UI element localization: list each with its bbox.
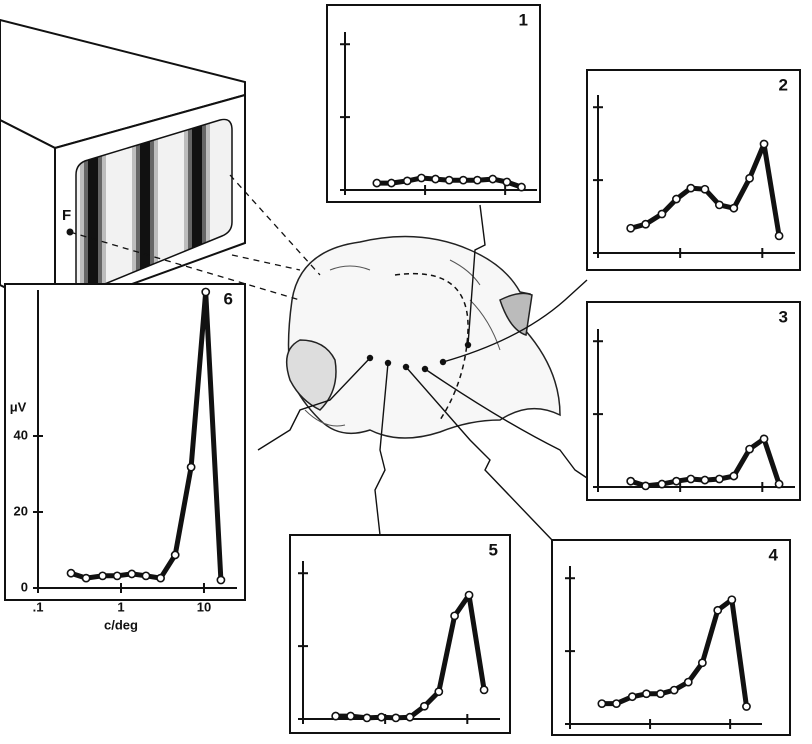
data-point (713, 605, 723, 615)
data-point (464, 590, 474, 600)
data-point (745, 444, 754, 454)
data-point (714, 200, 724, 210)
chart-panel: 4 (551, 539, 791, 736)
data-point (686, 183, 696, 193)
connectors (69, 174, 588, 541)
panel-frame (289, 534, 511, 734)
data-point (502, 177, 512, 187)
data-point (671, 194, 681, 204)
data-point (759, 434, 769, 444)
panel-frame (586, 301, 801, 501)
data-point (201, 287, 211, 297)
data-point (331, 711, 341, 721)
stimulus-display: F (0, 18, 246, 314)
x-axis-label: c/deg (104, 617, 138, 632)
data-point (405, 712, 415, 722)
data-point (488, 174, 498, 184)
data-point (729, 471, 739, 481)
data-point (362, 713, 372, 723)
data-point (626, 476, 636, 486)
chart-panel: 1 (326, 4, 541, 203)
data-point (387, 178, 396, 188)
x-tick-label: 10 (197, 599, 211, 614)
data-point (657, 209, 667, 219)
panel-number: 5 (489, 540, 498, 559)
cat-head (285, 235, 561, 439)
panel-frame (4, 283, 246, 601)
data-point (346, 711, 356, 721)
data-point (156, 573, 165, 583)
data-point (727, 595, 737, 605)
panel-number: 4 (769, 545, 779, 564)
data-point (402, 176, 412, 186)
y-tick-label: 20 (14, 503, 28, 518)
y-tick-label: 40 (14, 427, 28, 442)
panel-number: 1 (519, 10, 528, 29)
data-point (671, 476, 681, 486)
data-point (714, 474, 724, 484)
data-point (127, 569, 137, 579)
chart-panel: 3 (586, 301, 801, 501)
data-point (745, 173, 754, 183)
data-point (627, 692, 637, 702)
data-point (700, 184, 710, 194)
panel-frame (551, 539, 791, 736)
data-point (697, 658, 707, 668)
data-point (66, 568, 76, 578)
data-point (431, 174, 440, 184)
data-point (376, 712, 386, 722)
chart-panel: 2 (586, 69, 801, 271)
data-point (700, 475, 710, 485)
data-point (112, 571, 122, 581)
panels: 1 2 3 4 5 6 0 20 40 .1 1 10 μV c/deg (4, 4, 801, 736)
data-point (742, 702, 751, 711)
data-point (657, 479, 667, 489)
data-point (642, 689, 651, 699)
data-point (729, 203, 739, 213)
data-point (391, 713, 401, 723)
data-point (417, 173, 426, 183)
data-point (759, 139, 769, 149)
data-point (444, 175, 454, 185)
data-point (683, 677, 693, 687)
data-point (141, 571, 151, 581)
panel-frame (586, 69, 801, 271)
y-axis-label: μV (10, 399, 27, 414)
chart-panel: 6 0 20 40 .1 1 10 μV c/deg (4, 283, 246, 632)
data-point (372, 178, 382, 188)
data-point (434, 687, 444, 697)
data-point (669, 685, 679, 695)
data-point (774, 479, 784, 489)
data-point (98, 571, 107, 581)
data-point (774, 231, 784, 241)
x-tick-label: .1 (33, 599, 44, 614)
panel-number: 2 (779, 75, 788, 94)
x-tick-label: 1 (117, 599, 124, 614)
panel-frame (326, 4, 541, 203)
data-point (216, 575, 226, 585)
data-point (656, 689, 665, 699)
data-point (626, 223, 636, 233)
fixation-label: F (62, 207, 71, 224)
data-point (686, 474, 696, 484)
data-point (479, 685, 489, 695)
data-point (612, 699, 621, 708)
data-point (458, 175, 468, 185)
data-point (186, 462, 196, 472)
data-point (641, 219, 651, 229)
panel-number: 6 (224, 289, 233, 308)
data-point (419, 701, 429, 711)
data-point (472, 175, 482, 185)
data-point (641, 481, 651, 491)
data-point (450, 611, 459, 621)
y-tick-label: 0 (21, 579, 28, 594)
data-point (81, 573, 91, 583)
data-point (517, 182, 526, 192)
panel-number: 3 (779, 307, 788, 326)
data-point (170, 550, 180, 560)
chart-panel: 5 (289, 534, 511, 734)
data-point (597, 699, 607, 708)
